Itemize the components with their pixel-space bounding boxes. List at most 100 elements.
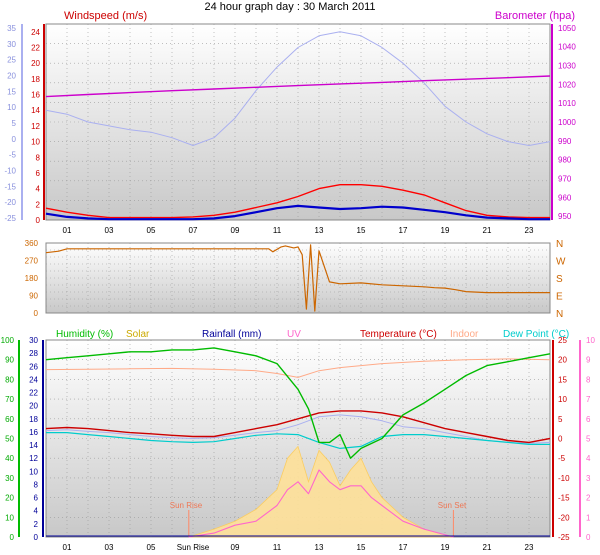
legend-item: UV [287, 329, 301, 340]
x-tick-label: 21 [483, 226, 492, 235]
x-tick-label: 21 [483, 543, 492, 552]
legend-item: Temperature (°C) [360, 329, 437, 340]
rainfall-axis-tick: 8 [34, 480, 39, 489]
outer-axis-tick: -15 [4, 182, 16, 191]
uv-axis-tick: 7 [586, 395, 591, 404]
page-title: 24 hour graph day : 30 March 2011 [204, 1, 375, 13]
wind-axis-tick: 6 [36, 169, 41, 178]
wind-axis-tick: 18 [31, 75, 40, 84]
x-tick-label: 19 [441, 543, 450, 552]
windspeed-line [45, 183, 550, 219]
x-tick-label: 13 [315, 226, 324, 235]
rainfall-axis-tick: 12 [29, 454, 38, 463]
rainfall-axis-tick: 28 [29, 349, 38, 358]
temperature-axis-tick: 15 [558, 375, 567, 384]
humidity-axis-tick: 0 [10, 533, 15, 542]
direction-axis-tick: 90 [29, 292, 38, 301]
rainfall-axis-tick: 24 [29, 375, 38, 384]
baro-axis-tick: 1040 [558, 43, 576, 52]
baro-axis-tick: 1050 [558, 24, 576, 33]
wind-axis-tick: 20 [31, 59, 40, 68]
rainfall-axis-tick: 30 [29, 336, 38, 345]
uv-axis-tick: 0 [586, 533, 591, 542]
outer-axis-tick: 10 [7, 103, 16, 112]
baro-axis-tick: 1030 [558, 61, 576, 70]
solar-area [188, 445, 454, 538]
x-tick-label: 17 [399, 226, 408, 235]
temperature-axis-tick: 0 [558, 435, 563, 444]
legend-item: Rainfall (mm) [202, 329, 261, 340]
humidity-line [45, 347, 551, 459]
humidity-axis-tick: 30 [5, 474, 14, 483]
uv-axis-tick: 2 [586, 494, 591, 503]
temperature-line [45, 410, 551, 444]
rainfall-axis-tick: 4 [34, 507, 39, 516]
wind-axis-tick: 8 [36, 153, 41, 162]
temperature-axis-tick: -5 [558, 454, 566, 463]
baro-axis-tick: 950 [558, 212, 572, 221]
x-tick-label: 17 [399, 543, 408, 552]
direction-axis-tick: 270 [25, 257, 39, 266]
compass-label: W [556, 257, 566, 268]
x-tick-label: Sun Rise [177, 543, 210, 552]
wind-axis-tick: 16 [31, 91, 40, 100]
temperature-trace-top [45, 31, 551, 146]
humidity-axis-tick: 70 [5, 395, 14, 404]
barometer-title: Barometer (hpa) [495, 10, 575, 22]
uv-axis-tick: 4 [586, 454, 591, 463]
rainfall-axis-tick: 18 [29, 415, 38, 424]
humidity-axis-tick: 100 [1, 336, 15, 345]
wind-axis-tick: 24 [31, 28, 40, 37]
baro-axis-tick: 980 [558, 156, 572, 165]
outer-axis-tick: 0 [12, 135, 17, 144]
x-tick-label: 05 [147, 226, 156, 235]
rainfall-axis-tick: 20 [29, 402, 38, 411]
wind-axis-tick: 4 [36, 185, 41, 194]
outer-axis-tick: 20 [7, 72, 16, 81]
humidity-axis-tick: 10 [5, 513, 14, 522]
rainfall-axis-tick: 14 [29, 441, 38, 450]
compass-label: E [556, 292, 563, 303]
legend-item: Humidity (%) [56, 329, 113, 340]
x-tick-label: 03 [105, 226, 114, 235]
wind-axis-tick: 0 [36, 216, 41, 225]
direction-axis-tick: 0 [34, 309, 39, 318]
outer-axis-tick: 35 [7, 24, 16, 33]
x-tick-label: 01 [63, 226, 72, 235]
wind-axis-tick: 10 [31, 138, 40, 147]
x-tick-label: 03 [105, 543, 114, 552]
outer-axis-tick: -20 [4, 198, 16, 207]
rainfall-axis-tick: 10 [29, 467, 38, 476]
outer-axis-tick: 5 [12, 119, 17, 128]
legend-item: Solar [126, 329, 150, 340]
compass-label: N [556, 239, 563, 250]
x-tick-label: 15 [357, 543, 366, 552]
temperature-axis-tick: 10 [558, 395, 567, 404]
x-tick-label: 23 [525, 226, 534, 235]
baro-axis-tick: 1000 [558, 118, 576, 127]
temp-shadow-line [45, 414, 551, 444]
baro-axis-tick: 1010 [558, 99, 576, 108]
rainfall-axis-tick: 22 [29, 389, 38, 398]
compass-label: N [556, 309, 563, 320]
wind-panel-grid [46, 24, 550, 220]
wind-axis-tick: 22 [31, 44, 40, 53]
wind-direction-line [45, 244, 550, 312]
outer-axis-tick: 25 [7, 56, 16, 65]
x-tick-label: 09 [231, 543, 240, 552]
x-tick-label: 11 [273, 543, 282, 552]
outer-axis-tick: -10 [4, 167, 16, 176]
outer-axis-tick: -25 [4, 214, 16, 223]
x-tick-label: 11 [273, 226, 282, 235]
direction-axis-tick: 180 [25, 274, 39, 283]
baro-axis-tick: 970 [558, 175, 572, 184]
uv-axis-tick: 1 [586, 513, 591, 522]
dew-point-line [46, 432, 550, 449]
x-tick-label: 07 [189, 226, 198, 235]
wind-axis-tick: 12 [31, 122, 40, 131]
wind-axis-tick: 2 [36, 200, 41, 209]
rainfall-axis-tick: 2 [34, 520, 39, 529]
x-tick-label: 01 [63, 543, 72, 552]
x-tick-label: 09 [231, 226, 240, 235]
x-tick-label: 13 [315, 543, 324, 552]
